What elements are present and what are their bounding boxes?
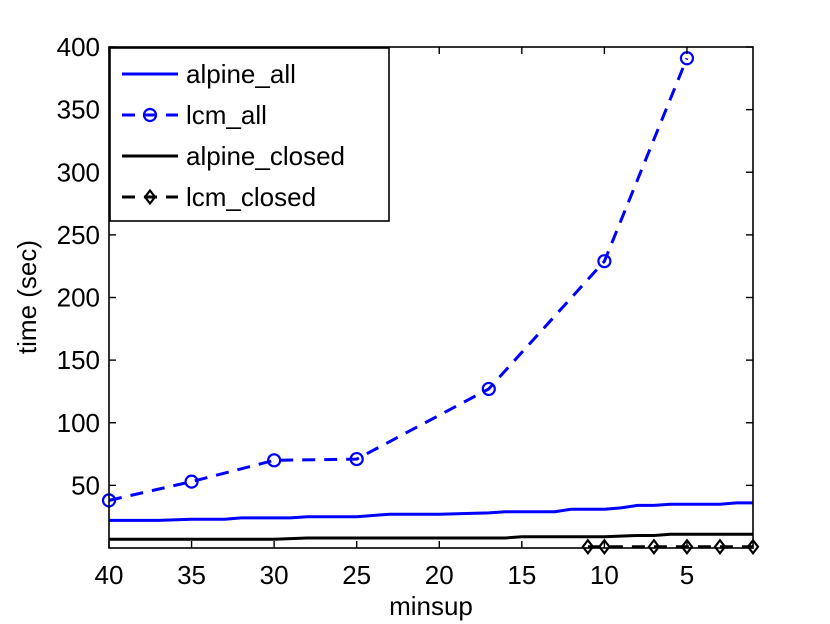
data-point-lcm-closed	[713, 538, 727, 556]
y-tick-label: 300	[57, 157, 100, 187]
series-lcm-all	[101, 51, 695, 508]
series-alpine-closed	[109, 532, 753, 541]
ticks-layer: 40 35 30 25 20 15 10 5 50 100 150 200 250 300 350 400	[57, 32, 753, 590]
legend-marker-lcm-closed	[143, 188, 157, 206]
data-point-lcm-all	[679, 51, 695, 66]
data-point-lcm-all	[267, 453, 282, 468]
x-tick-label: 20	[425, 560, 454, 590]
y-tick-label: 250	[57, 220, 100, 250]
series-alpine-all	[109, 501, 753, 522]
data-point-lcm-all	[481, 381, 496, 397]
y-tick-label: 150	[57, 345, 100, 375]
legend-label-lcm-closed: lcm_closed	[186, 182, 316, 212]
legend-label-lcm-all: lcm_all	[186, 100, 267, 130]
x-tick-label: 40	[95, 560, 124, 590]
legend-box	[109, 47, 390, 222]
x-tick-label: 30	[260, 560, 289, 590]
x-tick-label: 5	[680, 560, 694, 590]
data-point-lcm-closed	[581, 538, 595, 556]
data-point-lcm-closed	[680, 538, 694, 556]
y-tick-label: 350	[57, 95, 100, 125]
legend-label-alpine-all: alpine_all	[186, 59, 296, 89]
series-line-lcm-all	[108, 57, 689, 502]
x-tick-label: 35	[177, 560, 206, 590]
series-line-alpine-closed	[109, 532, 753, 541]
legend-label-alpine-closed: alpine_closed	[186, 141, 345, 171]
data-point-lcm-closed	[597, 538, 611, 556]
x-tick-label: 15	[507, 560, 536, 590]
x-tick-label: 10	[590, 560, 619, 590]
y-tick-label: 200	[57, 283, 100, 313]
y-tick-label: 400	[57, 32, 100, 62]
y-tick-label: 50	[71, 470, 100, 500]
legend: alpine_all lcm_all alpine_closed lcm_closed	[109, 47, 390, 222]
data-point-lcm-all	[184, 474, 199, 489]
data-point-lcm-closed	[647, 538, 661, 556]
data-point-lcm-all	[349, 451, 364, 467]
x-axis-label: minsup	[389, 591, 473, 621]
legend-item-lcm-closed: lcm_closed	[122, 182, 316, 212]
legend-item-alpine-all: alpine_all	[122, 59, 296, 89]
series-layer	[101, 51, 760, 556]
series-line-alpine-all	[109, 501, 753, 522]
x-tick-label: 25	[342, 560, 371, 590]
legend-item-alpine-closed: alpine_closed	[122, 141, 345, 171]
series-lcm-closed	[581, 538, 760, 556]
y-tick-label: 100	[57, 408, 100, 438]
data-point-lcm-all	[597, 254, 612, 269]
legend-item-lcm-all: lcm_all	[122, 100, 267, 130]
legend-marker-lcm-all	[142, 107, 158, 123]
y-axis-label: time (sec)	[12, 240, 42, 354]
data-point-lcm-closed	[746, 538, 760, 556]
